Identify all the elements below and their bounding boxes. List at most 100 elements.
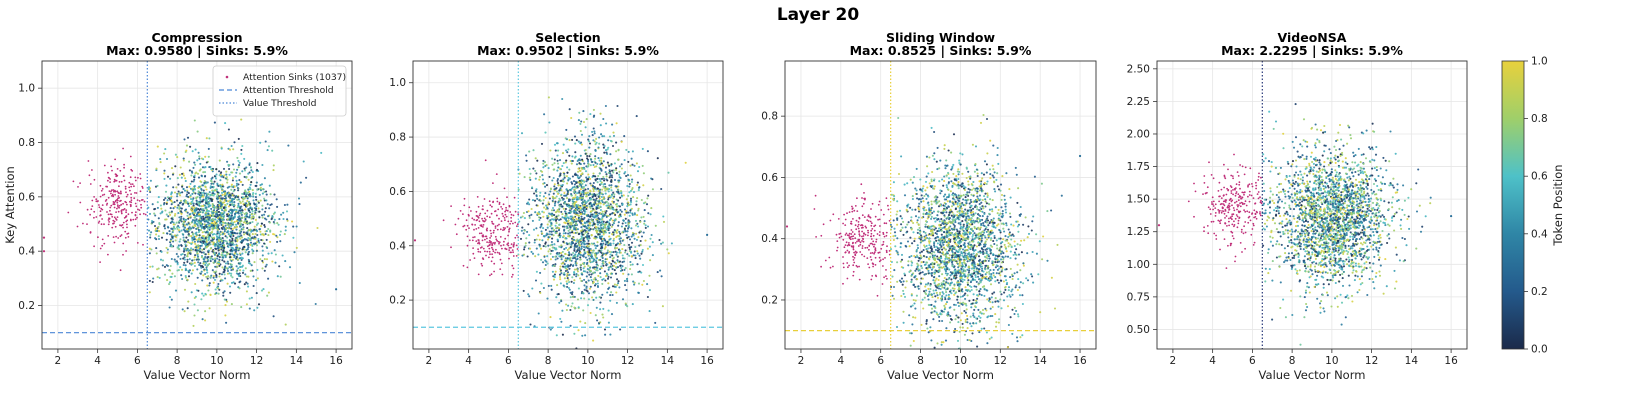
- token-point: [597, 174, 600, 178]
- sink-point: [116, 216, 119, 219]
- token-point: [615, 243, 618, 246]
- token-point: [526, 230, 529, 233]
- token-point: [565, 227, 568, 230]
- token-point: [616, 211, 619, 214]
- token-point: [253, 261, 256, 264]
- token-point: [551, 218, 554, 221]
- token-point: [598, 249, 601, 252]
- sink-point: [112, 189, 115, 191]
- token-point: [627, 223, 630, 227]
- token-point: [238, 287, 241, 290]
- token-point: [283, 203, 286, 207]
- token-point: [171, 173, 175, 176]
- token-point: [555, 252, 558, 255]
- token-point: [150, 231, 153, 234]
- token-point: [610, 205, 613, 208]
- token-point: [565, 225, 569, 228]
- token-point: [552, 196, 555, 199]
- token-point: [603, 151, 606, 154]
- token-point: [207, 155, 210, 158]
- token-point: [579, 213, 582, 216]
- token-point: [231, 176, 235, 180]
- sink-point: [138, 200, 141, 202]
- token-point: [244, 251, 247, 254]
- token-point: [260, 225, 263, 228]
- token-point: [579, 204, 582, 207]
- token-point: [573, 332, 576, 335]
- outlier-point: [42, 236, 46, 239]
- token-point: [227, 147, 230, 150]
- token-point: [549, 149, 552, 152]
- token-point: [217, 292, 220, 295]
- token-point: [210, 177, 213, 180]
- token-point: [551, 246, 555, 249]
- token-point: [590, 158, 593, 161]
- token-point: [195, 218, 198, 221]
- token-point: [562, 240, 565, 243]
- token-point: [565, 308, 568, 312]
- token-point: [272, 169, 275, 172]
- token-point: [246, 204, 249, 207]
- token-point: [595, 263, 599, 266]
- token-point: [581, 223, 584, 226]
- token-point: [225, 300, 229, 303]
- token-point: [566, 277, 569, 280]
- token-point: [226, 181, 229, 184]
- legend-box: [212, 65, 347, 117]
- token-point: [586, 157, 589, 160]
- token-point: [205, 182, 208, 185]
- token-point: [230, 185, 233, 188]
- token-point: [528, 203, 531, 206]
- token-point: [562, 207, 565, 210]
- token-point: [630, 157, 633, 160]
- x-axis-label: Value Vector Norm: [144, 368, 251, 382]
- token-point: [602, 242, 605, 245]
- token-point: [187, 251, 190, 254]
- sink-point: [136, 216, 138, 219]
- token-point: [594, 179, 597, 182]
- token-point: [615, 172, 618, 175]
- token-point: [534, 169, 537, 172]
- token-point: [581, 195, 584, 198]
- token-point: [621, 265, 624, 268]
- token-point: [598, 191, 601, 194]
- token-point: [247, 243, 250, 246]
- token-point: [552, 218, 555, 221]
- token-point: [198, 234, 201, 237]
- token-point: [565, 128, 568, 131]
- token-point: [165, 246, 168, 249]
- token-point: [521, 254, 524, 257]
- token-point: [558, 197, 561, 200]
- token-point: [613, 162, 616, 165]
- token-point: [196, 224, 199, 227]
- token-point: [170, 257, 173, 261]
- token-point: [610, 291, 613, 294]
- token-point: [260, 222, 263, 225]
- token-point: [587, 239, 590, 242]
- token-point: [616, 104, 619, 108]
- token-point: [548, 121, 551, 124]
- token-point: [248, 297, 251, 300]
- token-point: [608, 231, 611, 234]
- token-point: [234, 240, 237, 243]
- sink-point: [494, 241, 496, 244]
- sink-point: [93, 216, 95, 219]
- token-point: [616, 278, 619, 281]
- sink-point: [120, 203, 123, 206]
- token-point: [263, 199, 266, 202]
- token-point: [235, 257, 238, 260]
- token-point: [205, 230, 208, 234]
- token-point: [186, 228, 189, 231]
- token-point: [256, 277, 259, 280]
- token-point: [576, 192, 579, 195]
- token-point: [627, 150, 630, 153]
- token-point: [576, 213, 579, 217]
- token-point: [212, 224, 215, 227]
- sink-point: [125, 195, 128, 198]
- token-point: [233, 282, 237, 285]
- token-point: [228, 272, 231, 275]
- token-point: [573, 248, 576, 251]
- token-point: [662, 220, 666, 223]
- token-point: [542, 162, 545, 165]
- token-point: [211, 239, 214, 242]
